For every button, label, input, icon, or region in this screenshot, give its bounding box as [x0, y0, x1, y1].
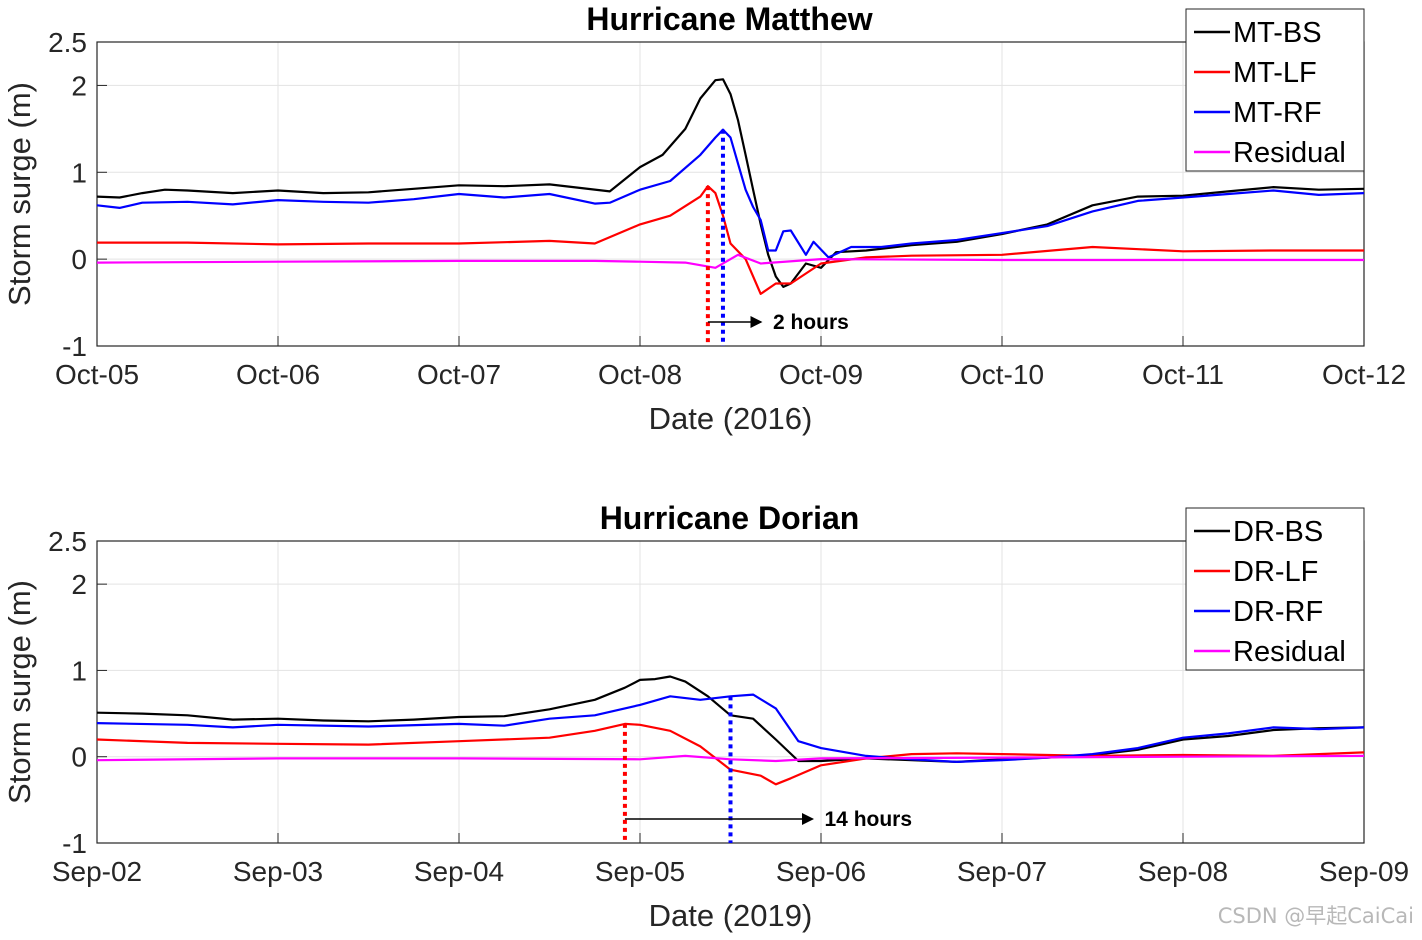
chart2-xlabel: Date (2019)	[649, 898, 813, 933]
chart2-x-tick-label: Sep-09	[1319, 856, 1409, 887]
chart1-series-residual-line	[96, 253, 1364, 269]
chart1-y-tick-label: 2	[71, 70, 87, 101]
chart1-title: Hurricane Matthew	[586, 1, 872, 37]
chart2-legend-label-dr-bs: DR-BS	[1233, 516, 1323, 548]
chart1-x-tick-label: Oct-05	[55, 359, 139, 390]
chart1-panel: Oct-05 Oct-06 Oct-07 Oct-08 Oct-09 Oct-10 Oct-…	[2, 1, 1406, 436]
chart2-y-tick-label: 2	[71, 569, 87, 600]
watermark-text: CSDN @早起CaiCai	[1217, 904, 1414, 928]
chart2-series-dr-bs-line	[96, 675, 1365, 763]
chart2-x-tick-label: Sep-07	[957, 856, 1047, 887]
chart1-y-tick-label: -1	[62, 331, 87, 362]
chart2-series-dr-lf-line	[96, 722, 1365, 786]
chart1-legend-label-mt-bs: MT-BS	[1233, 17, 1322, 49]
chart1-delay-label: 2 hours	[773, 311, 849, 334]
chart1-y-tick-label: 1	[71, 157, 87, 188]
chart2-x-tick-label: Sep-06	[776, 856, 866, 887]
chart1-legend-label-mt-rf: MT-RF	[1233, 97, 1322, 129]
chart1-x-tick-label: Oct-09	[779, 359, 863, 390]
chart1-x-tick-label: Oct-07	[417, 359, 501, 390]
chart1-x-tick-label: Oct-08	[598, 359, 682, 390]
chart1-series-mt-rf-line	[96, 128, 1365, 259]
chart1-x-tick-label: Oct-11	[1142, 359, 1224, 390]
chart1-x-tick-label: Oct-06	[236, 359, 320, 390]
chart2-ylabel: Storm surge (m)	[2, 580, 37, 804]
chart2-delay-label: 14 hours	[825, 808, 913, 831]
chart2-y-tick-label: 2.5	[48, 526, 87, 557]
chart2-y-tick-label: -1	[62, 828, 87, 859]
chart2-legend-label-dr-lf: DR-LF	[1233, 556, 1318, 588]
chart2-y-tick-label: 1	[71, 655, 87, 686]
chart2-x-tick-label: Sep-04	[414, 856, 504, 887]
chart1-legend-label-mt-lf: MT-LF	[1233, 57, 1317, 89]
chart1-series-mt-bs-line	[96, 78, 1365, 288]
chart2-panel: Sep-02 Sep-03 Sep-04 Sep-05 Sep-06 Sep-07 Sep-…	[2, 500, 1409, 933]
chart1-ylabel: Storm surge (m)	[2, 82, 37, 306]
chart1-series-mt-lf-line	[97, 185, 1364, 295]
chart1-y-tick-label: 0	[71, 244, 87, 275]
chart2-legend	[1185, 507, 1365, 671]
chart2-legend-label-dr-rf: DR-RF	[1233, 596, 1323, 628]
chart2-x-tick-label: Sep-03	[233, 856, 323, 887]
chart2-series-dr-rf-line	[96, 693, 1365, 763]
chart2-title: Hurricane Dorian	[600, 500, 860, 536]
chart2-x-tick-label: Sep-02	[52, 856, 142, 887]
chart2-x-tick-label: Sep-05	[595, 856, 685, 887]
chart1-legend-label-residual: Residual	[1233, 137, 1346, 169]
chart1-x-tick-label: Oct-12	[1322, 359, 1406, 390]
chart2-legend-label-residual: Residual	[1233, 636, 1346, 668]
chart2-series-residual-line	[96, 754, 1365, 763]
chart2-x-tick-label: Sep-08	[1138, 856, 1228, 887]
chart2-y-tick-label: 0	[71, 742, 87, 773]
chart1-axes-box	[96, 41, 1365, 347]
chart1-xlabel: Date (2016)	[649, 401, 813, 436]
chart1-legend	[1185, 8, 1365, 172]
chart1-x-tick-label: Oct-10	[960, 359, 1044, 390]
chart1-y-tick-label: 2.5	[48, 27, 87, 58]
chart2-axes-box	[96, 540, 1365, 844]
